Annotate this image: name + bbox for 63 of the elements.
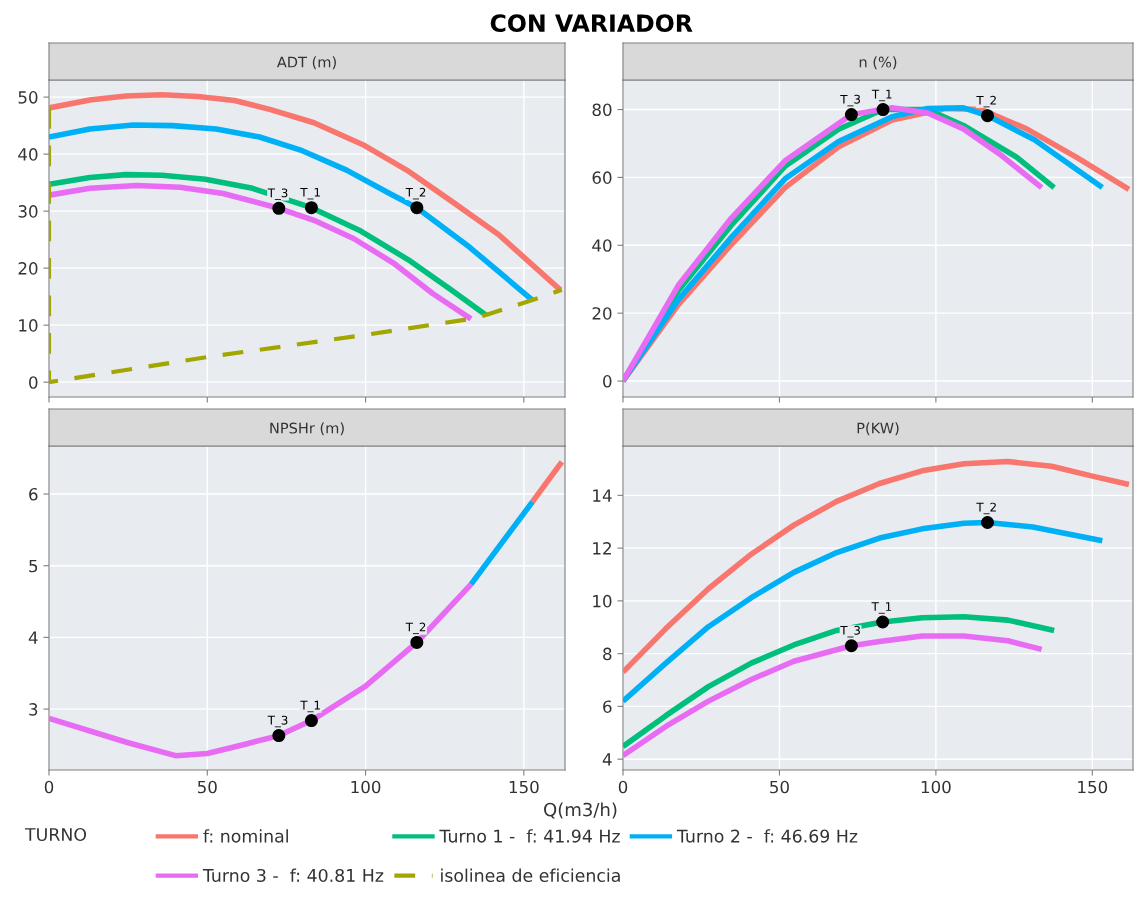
annotation: T_1 <box>871 602 892 614</box>
y-tick-label: 4 <box>28 631 38 644</box>
y-tick-label: 60 <box>592 171 612 184</box>
annotation: T_1 <box>871 89 892 102</box>
chart-title: ADT (m) <box>276 56 336 70</box>
legend-label: Turno 1 - f: 41.94 Hz <box>439 829 620 843</box>
annotation: T_2 <box>976 502 996 515</box>
y-tick-label: 6 <box>603 700 612 713</box>
point <box>876 615 890 629</box>
point <box>981 109 995 123</box>
chart-title: P(KW) <box>857 422 899 436</box>
x-tick-label: 50 <box>197 780 217 794</box>
y-tick-label: 20 <box>18 262 38 275</box>
y-tick-label: 40 <box>592 239 612 252</box>
y-tick-label: 10 <box>593 594 612 608</box>
y-tick-label: 80 <box>592 103 612 117</box>
y-tick-label: 40 <box>18 148 38 161</box>
point <box>304 714 318 728</box>
point <box>844 639 858 653</box>
annotation: T_3 <box>267 188 288 200</box>
y-tick-label: 5 <box>29 559 38 573</box>
y-tick-label: 3 <box>29 703 38 716</box>
y-tick-label: 0 <box>29 376 38 389</box>
legend-title: TURNO <box>24 827 87 842</box>
y-tick-label: 20 <box>592 307 612 320</box>
x-tick-label: 100 <box>921 780 951 794</box>
y-tick-label: 50 <box>18 91 38 104</box>
point <box>272 729 286 743</box>
legend-label: isolinea de eficiencia <box>441 868 620 883</box>
x-tick-label: 0 <box>618 780 628 794</box>
chart-title: NPSHr (m) <box>270 422 344 436</box>
annotation: T_2 <box>405 622 426 635</box>
y-tick-label: 12 <box>593 542 611 555</box>
line-series <box>49 105 564 385</box>
x-tick-label: 0 <box>44 780 54 794</box>
y-tick-label: 6 <box>29 487 38 501</box>
y-tick-label: 10 <box>19 319 38 332</box>
annotation: T_1 <box>300 187 320 200</box>
x-tick-label: 150 <box>509 780 539 794</box>
point <box>876 103 890 117</box>
y-tick-label: 30 <box>18 205 38 218</box>
annotation: T_2 <box>976 95 996 108</box>
y-tick-label: 8 <box>603 647 612 661</box>
point <box>410 635 424 649</box>
annotation: T_3 <box>267 715 288 728</box>
x-axis-title: Q(m3/h) <box>544 802 617 819</box>
point <box>981 516 995 530</box>
x-tick-label: 150 <box>1078 780 1108 794</box>
y-tick-label: 14 <box>593 489 612 502</box>
legend-label: Turno 3 - f: 40.81 Hz <box>202 868 384 883</box>
text: CON VARIADOR <box>490 14 693 33</box>
legend-label: Turno 2 - f: 46.69 Hz <box>676 829 858 843</box>
annotation: T_2 <box>405 187 426 200</box>
y-tick-label: 4 <box>602 753 612 766</box>
point <box>844 108 858 122</box>
annotation: T_3 <box>840 94 860 107</box>
annotation: T_1 <box>300 700 320 713</box>
annotation: T_3 <box>840 625 860 638</box>
legend-label: f: nominal <box>203 829 288 843</box>
x-tick-label: 100 <box>351 780 381 794</box>
x-tick-label: 50 <box>770 780 789 794</box>
chart-title: n (%) <box>859 56 897 70</box>
y-tick-label: 0 <box>603 375 612 388</box>
